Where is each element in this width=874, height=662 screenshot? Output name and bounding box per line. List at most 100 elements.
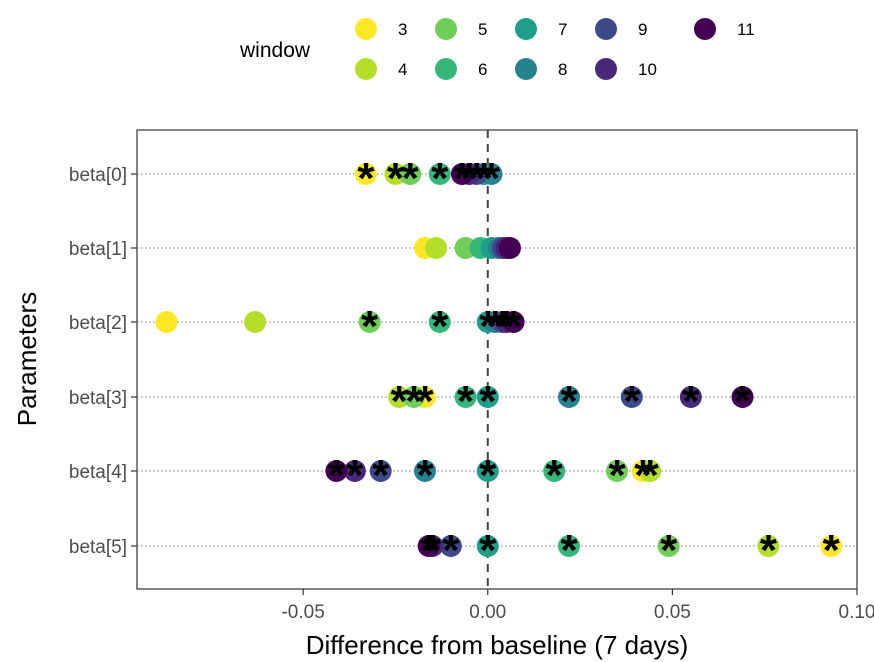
significance-star: * <box>498 302 516 351</box>
significance-star: * <box>634 451 652 500</box>
data-point <box>399 163 422 185</box>
legend-swatch <box>435 18 457 40</box>
y-tick-label: beta[4] <box>69 462 127 483</box>
data-point <box>244 311 267 333</box>
data-point <box>428 311 451 333</box>
data-point <box>450 163 473 185</box>
significance-star: * <box>494 302 512 351</box>
data-point <box>476 535 499 557</box>
y-axis: beta[0] beta[1] beta[2] beta[3] beta[4] beta[… <box>69 165 137 558</box>
significance-star: * <box>453 154 471 203</box>
x-tick-label: 0.05 <box>654 602 691 623</box>
data-point <box>498 237 521 259</box>
data-point <box>820 535 843 557</box>
legend-swatch <box>694 18 716 40</box>
data-point <box>325 460 348 482</box>
data-point <box>155 311 178 333</box>
significance-star: * <box>457 377 475 426</box>
data-point <box>502 311 525 333</box>
significance-star: * <box>357 154 375 203</box>
legend-label: 4 <box>398 60 407 79</box>
y-tick-label: beta[3] <box>69 388 127 409</box>
data-point <box>543 460 566 482</box>
data-point <box>606 460 628 482</box>
legend-items: 3 4 5 6 7 8 9 10 11 <box>355 18 755 80</box>
significance-star: * <box>479 451 497 500</box>
significance-star: * <box>682 377 700 426</box>
significance-star: * <box>442 526 460 575</box>
data-point <box>439 535 462 557</box>
y-tick-label: beta[0] <box>69 165 127 186</box>
y-axis-title: Parameters <box>12 292 42 426</box>
significance-star: * <box>424 526 442 575</box>
significance-star: * <box>431 154 449 203</box>
significance-star: * <box>660 526 678 575</box>
y-tick-label: beta[5] <box>69 537 127 558</box>
data-point <box>425 237 448 259</box>
data-point <box>639 460 662 482</box>
significance-star: * <box>416 451 434 500</box>
significance-star: * <box>487 302 505 351</box>
significance-star: * <box>416 377 434 426</box>
legend-label: 6 <box>478 60 487 79</box>
legend-swatch <box>595 18 617 40</box>
significance-star: * <box>387 154 405 203</box>
data-point <box>679 386 702 408</box>
legend-label: 3 <box>398 20 407 39</box>
significance-star: * <box>391 377 409 426</box>
significance-star: * <box>479 302 497 351</box>
data-point <box>454 386 477 408</box>
significance-star: * <box>346 451 364 500</box>
legend-label: 9 <box>638 20 647 39</box>
legend-label: 5 <box>478 20 487 39</box>
legend-swatch <box>355 58 377 80</box>
data-point <box>369 460 392 482</box>
significance-star: * <box>479 377 497 426</box>
legend-title: window <box>239 39 311 62</box>
significance-star: * <box>479 526 497 575</box>
significance-star: * <box>642 451 660 500</box>
legend-label: 10 <box>638 60 657 79</box>
significance-star: * <box>623 377 641 426</box>
data-point <box>402 386 425 408</box>
significance-star: * <box>760 526 778 575</box>
y-tick-label: beta[2] <box>69 313 127 334</box>
legend-swatch <box>515 18 537 40</box>
data-points <box>155 163 843 557</box>
legend: window 3 4 5 6 7 8 9 10 11 <box>239 18 755 80</box>
significance-star: * <box>546 451 564 500</box>
x-tick-label: -0.05 <box>281 602 324 623</box>
significance-star: * <box>361 302 379 351</box>
plot-panel <box>136 129 858 590</box>
data-point <box>414 460 436 482</box>
legend-swatch <box>595 58 617 80</box>
data-point <box>358 311 381 333</box>
legend-label: 7 <box>558 20 567 39</box>
data-point <box>343 460 366 482</box>
legend-swatch <box>435 58 457 80</box>
significance-markers: ****************************************… <box>328 154 841 575</box>
data-point <box>354 163 377 185</box>
legend-swatch <box>515 58 537 80</box>
data-point <box>620 386 643 408</box>
significance-star: * <box>420 526 438 575</box>
data-point <box>476 460 499 482</box>
x-axis: -0.05 0.00 0.05 0.10 <box>281 589 874 623</box>
significance-star: * <box>483 154 501 203</box>
significance-star: * <box>461 154 479 203</box>
data-point <box>757 535 780 557</box>
data-point <box>417 535 440 557</box>
significance-star: * <box>505 302 523 351</box>
significance-star: * <box>431 302 449 351</box>
significance-star: * <box>734 377 752 426</box>
y-tick-label: beta[1] <box>69 239 127 260</box>
x-axis-title: Difference from baseline (7 days) <box>306 630 688 660</box>
significance-star: * <box>560 526 578 575</box>
legend-label: 11 <box>737 20 755 39</box>
significance-star: * <box>424 526 442 575</box>
legend-swatch <box>355 18 377 40</box>
data-point <box>731 386 754 408</box>
x-tick-label: 0.10 <box>839 602 874 623</box>
significance-star: * <box>468 154 486 203</box>
